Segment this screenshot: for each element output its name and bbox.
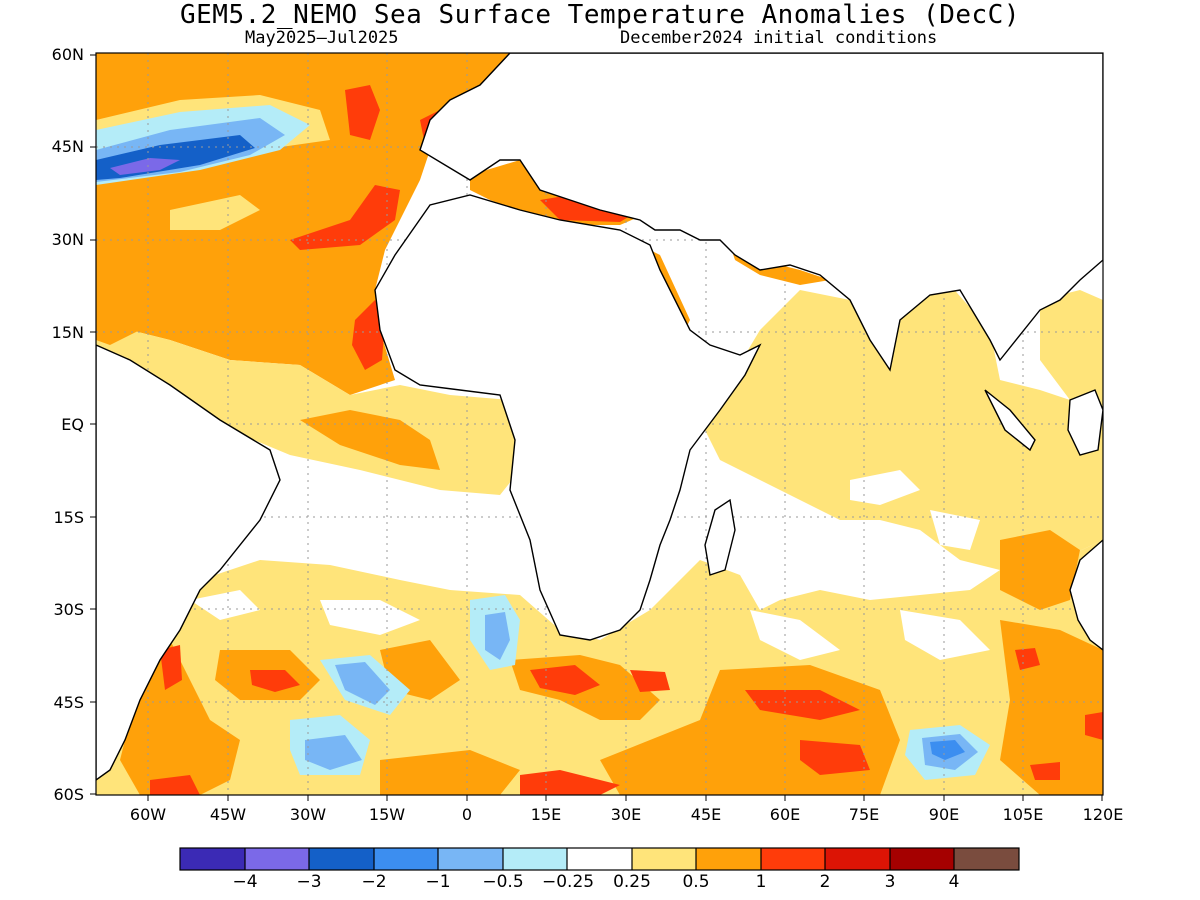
colorbar-label-8: 1 bbox=[755, 872, 767, 892]
land-masses bbox=[96, 53, 1103, 781]
anomaly-area-west-ocean-white-1 bbox=[190, 590, 260, 620]
eurasia-coastline bbox=[419, 53, 1103, 372]
sumatra-coastline bbox=[984, 389, 1036, 452]
lat-label-30s: 30S bbox=[53, 600, 84, 619]
anomaly-area-agulhas-hot bbox=[530, 665, 600, 695]
madagascar-coastline bbox=[704, 498, 736, 576]
lat-label-eq: EQ bbox=[61, 415, 84, 434]
lon-label-75e: 75E bbox=[848, 805, 880, 824]
lat-label-45s: 45S bbox=[53, 693, 84, 712]
map-title: GEM5.2_NEMO Sea Surface Temperature Anom… bbox=[180, 0, 1020, 30]
colorbar-label-3: −1 bbox=[425, 872, 451, 892]
colorbar-swatch-0 bbox=[180, 848, 245, 870]
lat-label-15n: 15N bbox=[51, 323, 84, 342]
lat-label-30n: 30N bbox=[51, 230, 84, 249]
anomaly-area-far-south-hot bbox=[520, 770, 620, 795]
lon-label-120e: 120E bbox=[1082, 805, 1124, 824]
anomaly-area-mediterranean-hot bbox=[540, 195, 640, 222]
anomaly-area-south-ocean-white bbox=[750, 610, 840, 660]
anomaly-area-caribbean-warm bbox=[96, 300, 140, 345]
colorbar-label-1: −3 bbox=[296, 872, 322, 892]
colorbar-label-5: −0.25 bbox=[542, 872, 595, 892]
lon-label-30e: 30E bbox=[610, 805, 642, 824]
colorbar-swatch-2 bbox=[309, 848, 374, 870]
colorbar-label-10: 3 bbox=[884, 872, 896, 892]
anomaly-area-southern-ocean-hot-2 bbox=[800, 740, 870, 775]
anomaly-area-indian-ocean bbox=[700, 285, 1103, 570]
lon-label-15e: 15E bbox=[530, 805, 562, 824]
anomaly-area-south-atlantic-cold-1 bbox=[485, 612, 510, 660]
anomaly-area-subtropical-pale bbox=[170, 195, 260, 230]
anomaly-area-east-white bbox=[900, 610, 990, 660]
lat-label-15s: 15S bbox=[53, 508, 84, 527]
anomaly-area-west-south-hot bbox=[150, 775, 200, 795]
colorbar-swatch-9 bbox=[761, 848, 825, 870]
lat-label-45n: 45N bbox=[51, 137, 84, 156]
anomaly-area-far-south-warm bbox=[380, 750, 520, 795]
lon-label-60w: 60W bbox=[129, 805, 167, 824]
colorbar-swatch-7 bbox=[632, 848, 696, 870]
colorbar-label-4: −0.5 bbox=[482, 872, 524, 892]
anomaly-area-south-atlantic-cold-3 bbox=[305, 735, 362, 770]
lon-label-90e: 90E bbox=[928, 805, 960, 824]
colorbar-label-7: 0.5 bbox=[682, 872, 710, 892]
anomaly-area-grand-banks-hot bbox=[345, 85, 380, 140]
lat-label-60s: 60S bbox=[53, 785, 84, 804]
borneo-coastline bbox=[1067, 389, 1103, 456]
colorbar bbox=[179, 847, 1020, 871]
anomaly-area-southern-ocean-hot bbox=[745, 690, 860, 720]
anomaly-area-gulf-of-guinea-warm bbox=[300, 410, 440, 470]
colorbar-label-6: 0.25 bbox=[613, 872, 651, 892]
anomaly-area-south-atlantic-cold-2 bbox=[335, 662, 390, 705]
africa-coastline bbox=[374, 194, 762, 641]
colorbar-label-2: −2 bbox=[361, 872, 387, 892]
colorbar-swatch-10 bbox=[825, 848, 890, 870]
anomaly-area-canary-hot bbox=[352, 300, 385, 370]
lon-label-45e: 45E bbox=[690, 805, 722, 824]
colorbar-swatch-8 bbox=[696, 848, 761, 870]
anomaly-area-agulhas-hot-2 bbox=[630, 670, 670, 692]
lon-label-105e: 105E bbox=[1002, 805, 1044, 824]
anomaly-area-indian-south-coldest bbox=[930, 740, 965, 760]
anomaly-area-indian-warm-east bbox=[1000, 530, 1080, 610]
anomaly-area-mid-south-hot bbox=[250, 670, 300, 692]
lon-label-0: 0 bbox=[461, 805, 473, 824]
australia-coastline bbox=[1069, 539, 1103, 651]
lat-label-60n: 60N bbox=[51, 45, 84, 64]
anomaly-area-south-atlantic-white bbox=[320, 600, 420, 635]
forecast-period: May2025–Jul2025 bbox=[245, 28, 399, 48]
colorbar-swatch-5 bbox=[503, 848, 567, 870]
anomaly-area-indian-white-2 bbox=[930, 510, 980, 550]
anomaly-area-australia-south-hot bbox=[1085, 712, 1103, 740]
south-america-coastline bbox=[96, 344, 281, 781]
anomaly-area-sw-atlantic-hot bbox=[160, 645, 182, 690]
anomaly-area-labrador-core bbox=[110, 158, 180, 175]
lon-label-60e: 60E bbox=[769, 805, 801, 824]
anomaly-area-azores-hot bbox=[290, 185, 400, 250]
lon-label-30w: 30W bbox=[289, 805, 327, 824]
anomaly-area-australia-west-hot bbox=[1015, 648, 1040, 670]
axis-ticks bbox=[90, 54, 1103, 801]
colorbar-swatch-12 bbox=[954, 848, 1019, 870]
lon-label-15w: 15W bbox=[368, 805, 406, 824]
anomaly-area-indo-pacific bbox=[1040, 290, 1103, 420]
colorbar-swatch-4 bbox=[438, 848, 503, 870]
colorbar-label-11: 4 bbox=[948, 872, 960, 892]
colorbar-swatch-11 bbox=[890, 848, 954, 870]
colorbar-swatch-3 bbox=[374, 848, 438, 870]
colorbar-label-0: −4 bbox=[232, 872, 258, 892]
initial-conditions: December2024 initial conditions bbox=[620, 28, 938, 48]
colorbar-label-9: 2 bbox=[819, 872, 831, 892]
colorbar-swatch-1 bbox=[245, 848, 309, 870]
lon-label-45w: 45W bbox=[209, 805, 247, 824]
colorbar-swatch-6 bbox=[567, 848, 632, 870]
anomaly-area-indian-white-1 bbox=[850, 470, 920, 505]
anomaly-area-indian-south-hot bbox=[1030, 762, 1060, 780]
